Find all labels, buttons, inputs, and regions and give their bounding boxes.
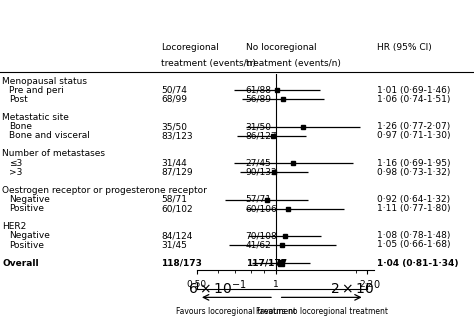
Text: 1·11 (0·77-1·80): 1·11 (0·77-1·80) xyxy=(377,204,450,213)
Text: 1·26 (0·77-2·07): 1·26 (0·77-2·07) xyxy=(377,122,450,131)
Text: No locoregional: No locoregional xyxy=(246,43,316,52)
Text: Bone: Bone xyxy=(9,122,33,131)
Text: Negative: Negative xyxy=(9,195,50,204)
Text: 0·92 (0·64-1·32): 0·92 (0·64-1·32) xyxy=(377,195,450,204)
Text: 50/74: 50/74 xyxy=(161,86,187,95)
Text: Bone and visceral: Bone and visceral xyxy=(9,131,91,140)
Text: 56/89: 56/89 xyxy=(246,95,272,104)
Text: 61/88: 61/88 xyxy=(246,86,272,95)
Text: HR (95% CI): HR (95% CI) xyxy=(377,43,432,52)
Text: 68/99: 68/99 xyxy=(161,95,187,104)
Text: 118/173: 118/173 xyxy=(161,259,202,268)
Text: 31/45: 31/45 xyxy=(161,241,187,250)
Text: >3: >3 xyxy=(9,168,23,177)
Text: Positive: Positive xyxy=(9,204,45,213)
Text: 1·08 (0·78-1·48): 1·08 (0·78-1·48) xyxy=(377,232,450,240)
Text: 70/108: 70/108 xyxy=(246,232,277,240)
Text: HER2: HER2 xyxy=(2,222,27,231)
Text: Locoregional: Locoregional xyxy=(161,43,219,52)
Text: 1·04 (0·81-1·34): 1·04 (0·81-1·34) xyxy=(377,259,458,268)
Text: 117/177: 117/177 xyxy=(246,259,287,268)
Text: Metastatic site: Metastatic site xyxy=(2,113,69,122)
Text: Pre and peri: Pre and peri xyxy=(9,86,64,95)
Text: Overall: Overall xyxy=(2,259,39,268)
Text: 35/50: 35/50 xyxy=(161,122,187,131)
Text: 1·01 (0·69-1·46): 1·01 (0·69-1·46) xyxy=(377,86,450,95)
Text: 1·06 (0·74-1·51): 1·06 (0·74-1·51) xyxy=(377,95,450,104)
Text: 31/50: 31/50 xyxy=(246,122,272,131)
Text: 1·05 (0·66-1·68): 1·05 (0·66-1·68) xyxy=(377,241,450,250)
Text: Favours no locoregional treatment: Favours no locoregional treatment xyxy=(255,307,388,316)
Text: 90/132: 90/132 xyxy=(246,168,277,177)
Text: 60/102: 60/102 xyxy=(161,204,193,213)
Text: Positive: Positive xyxy=(9,241,45,250)
Text: 0·97 (0·71-1·30): 0·97 (0·71-1·30) xyxy=(377,131,450,140)
Text: 84/124: 84/124 xyxy=(161,232,192,240)
Text: 31/44: 31/44 xyxy=(161,159,187,168)
Text: Menopausal status: Menopausal status xyxy=(2,77,87,86)
Text: 58/71: 58/71 xyxy=(161,195,187,204)
Text: 27/45: 27/45 xyxy=(246,159,271,168)
Text: 41/62: 41/62 xyxy=(246,241,271,250)
Text: 86/127: 86/127 xyxy=(246,131,277,140)
Text: 57/71: 57/71 xyxy=(246,195,272,204)
Text: 60/106: 60/106 xyxy=(246,204,277,213)
Text: 83/123: 83/123 xyxy=(161,131,193,140)
Text: ≤3: ≤3 xyxy=(9,159,23,168)
Text: 0·98 (0·73-1·32): 0·98 (0·73-1·32) xyxy=(377,168,450,177)
Text: treatment (events/n): treatment (events/n) xyxy=(246,59,340,68)
Text: 87/129: 87/129 xyxy=(161,168,193,177)
Text: Post: Post xyxy=(9,95,28,104)
Text: Negative: Negative xyxy=(9,232,50,240)
Text: Favours locoregional treatment: Favours locoregional treatment xyxy=(176,307,297,316)
Text: treatment (events/n): treatment (events/n) xyxy=(161,59,256,68)
Text: Oestrogen receptor or progesterone receptor: Oestrogen receptor or progesterone recep… xyxy=(2,186,207,195)
Text: 1·16 (0·69-1·95): 1·16 (0·69-1·95) xyxy=(377,159,450,168)
Text: Number of metastases: Number of metastases xyxy=(2,150,105,159)
